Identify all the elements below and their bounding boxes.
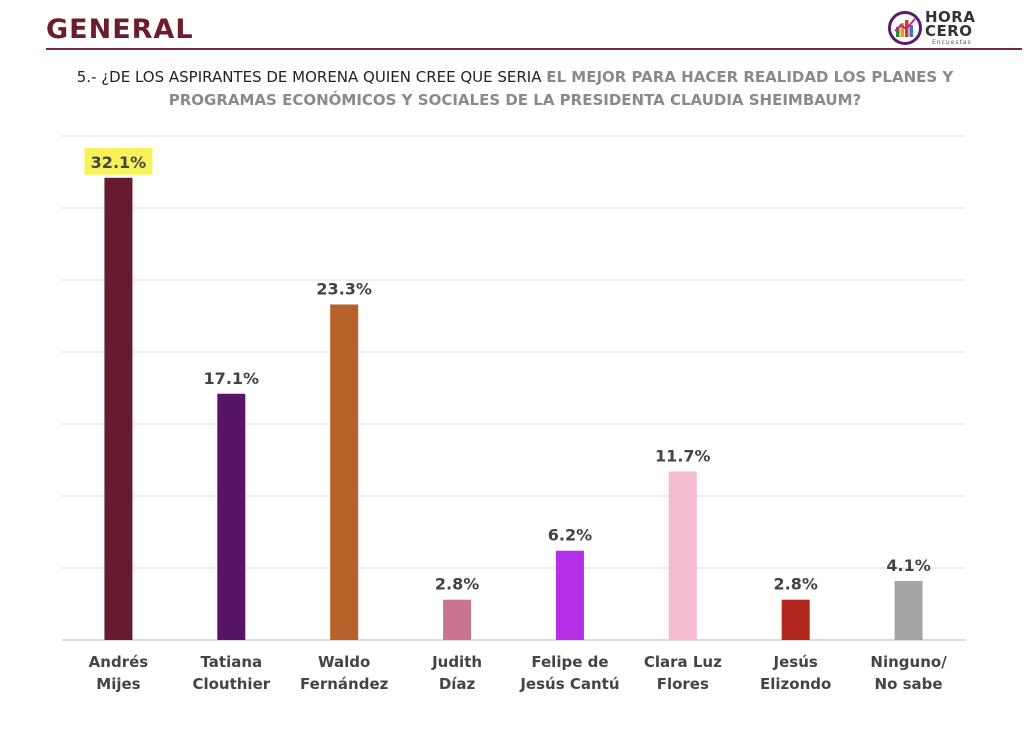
logo-emblem-icon	[888, 11, 922, 45]
data-label: 4.1%	[886, 556, 930, 575]
category-label: Flores	[657, 675, 709, 693]
data-label: 2.8%	[435, 575, 479, 594]
question-prefix: 5.- ¿DE LOS ASPIRANTES DE MORENA QUIEN C…	[76, 68, 547, 86]
category-label: Mijes	[96, 675, 140, 693]
data-label: 17.1%	[204, 369, 260, 388]
data-label: 32.1%	[91, 153, 147, 172]
bar	[443, 599, 472, 640]
logo-subtext: Encuestas	[932, 39, 972, 46]
category-label: Díaz	[439, 675, 476, 693]
data-label: 6.2%	[548, 526, 592, 545]
bar	[555, 550, 584, 640]
survey-question: 5.- ¿DE LOS ASPIRANTES DE MORENA QUIEN C…	[40, 66, 990, 112]
data-label: 2.8%	[774, 575, 818, 594]
data-label-highlight	[84, 147, 153, 175]
header-divider	[46, 48, 1022, 50]
category-label: Jesús Cantú	[519, 675, 619, 693]
bar	[894, 580, 923, 640]
logo-text-hora: HORA	[925, 8, 976, 26]
category-label: Judith	[431, 653, 482, 671]
category-label: Jesús	[773, 653, 818, 671]
bar	[781, 599, 810, 640]
logo-text-cero: CERO	[925, 22, 973, 40]
page-title: GENERAL	[46, 14, 194, 45]
bar	[330, 304, 359, 640]
category-label: Elizondo	[760, 675, 831, 693]
data-label: 23.3%	[316, 279, 372, 298]
category-label: Fernández	[300, 675, 389, 693]
category-label: Clouthier	[192, 675, 270, 693]
category-label: Andrés	[89, 653, 149, 671]
data-label: 11.7%	[655, 447, 711, 466]
category-label: Felipe de	[531, 653, 608, 671]
bar	[104, 177, 133, 640]
category-label: Tatiana	[200, 653, 262, 671]
category-label: No sabe	[875, 675, 943, 693]
hora-cero-logo: HORA CERO Encuestas	[888, 8, 988, 48]
bar	[217, 393, 246, 640]
question-highlight: EL MEJOR PARA HACER REALIDAD LOS PLANES …	[168, 68, 954, 109]
category-label: Clara Luz	[644, 653, 722, 671]
bar	[668, 471, 697, 640]
category-label: Ninguno/	[870, 653, 947, 671]
category-label: Waldo	[318, 653, 370, 671]
